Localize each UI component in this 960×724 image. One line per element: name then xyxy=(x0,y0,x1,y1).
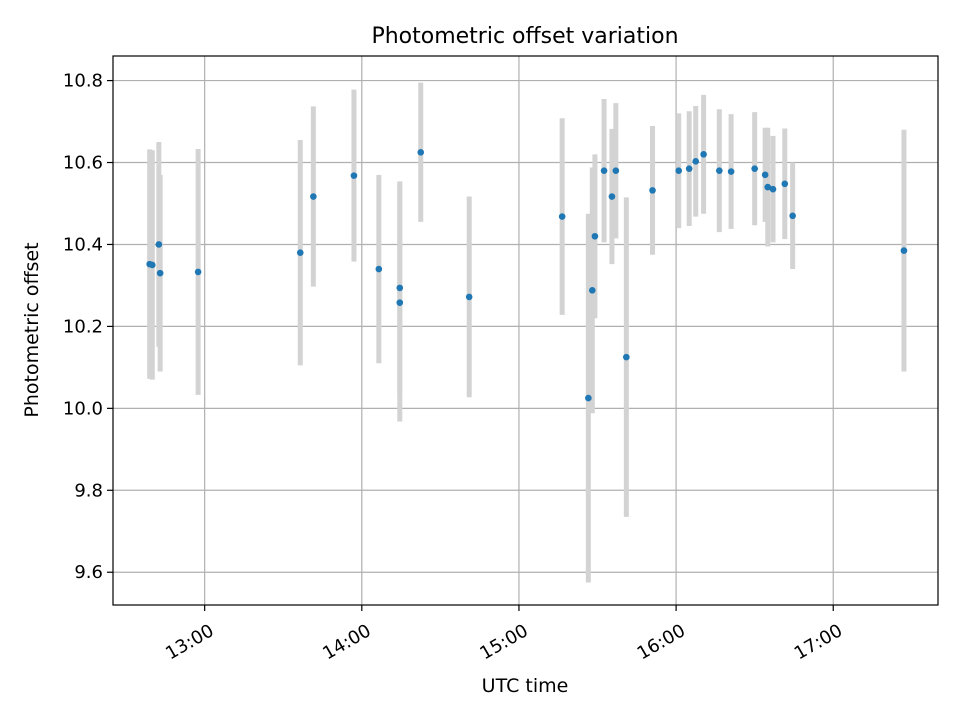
y-tick-label: 10.8 xyxy=(63,71,103,92)
y-tick-label: 10.0 xyxy=(63,398,103,419)
data-point xyxy=(789,212,796,220)
chart-title: Photometric offset variation xyxy=(371,24,678,49)
data-point xyxy=(781,180,789,188)
data-point xyxy=(751,165,758,172)
x-axis-label: UTC time xyxy=(482,675,569,697)
data-point xyxy=(194,268,202,276)
data-point xyxy=(764,183,772,191)
data-point xyxy=(612,167,620,175)
data-point xyxy=(769,185,777,193)
data-point xyxy=(685,165,693,172)
y-tick-label: 9.6 xyxy=(74,562,103,583)
data-point xyxy=(558,213,566,220)
data-point xyxy=(396,284,404,292)
grid-lines xyxy=(113,56,938,605)
data-point xyxy=(716,167,723,175)
data-point xyxy=(727,168,735,175)
data-point xyxy=(465,293,473,301)
data-point xyxy=(900,247,908,254)
y-axis-ticks: 9.6 9.8 10.0 10.2 10.4 10.6 10.8 xyxy=(63,71,113,583)
data-point xyxy=(600,167,608,175)
plot-frame xyxy=(112,55,939,606)
data-point xyxy=(591,232,599,240)
data-point xyxy=(692,157,700,165)
data-point xyxy=(649,187,656,194)
data-point xyxy=(417,148,425,156)
data-point xyxy=(700,151,707,158)
data-point xyxy=(761,171,769,179)
data-point xyxy=(296,249,304,256)
data-point xyxy=(608,193,616,200)
data-point xyxy=(155,241,163,248)
y-tick-label: 9.8 xyxy=(74,480,103,501)
y-tick-label: 10.2 xyxy=(63,316,103,337)
y-axis-label: Photometric offset xyxy=(21,242,43,417)
data-point xyxy=(675,167,683,175)
y-tick-label: 10.6 xyxy=(63,153,103,174)
data-points xyxy=(146,148,908,402)
y-tick-label: 10.4 xyxy=(63,234,103,255)
data-point xyxy=(396,299,404,306)
data-point xyxy=(585,394,592,402)
data-point xyxy=(156,269,164,277)
data-point xyxy=(350,172,358,179)
data-point xyxy=(310,193,317,200)
data-point xyxy=(623,353,630,361)
data-point xyxy=(375,265,383,273)
data-point xyxy=(148,261,156,269)
data-point xyxy=(588,287,596,294)
